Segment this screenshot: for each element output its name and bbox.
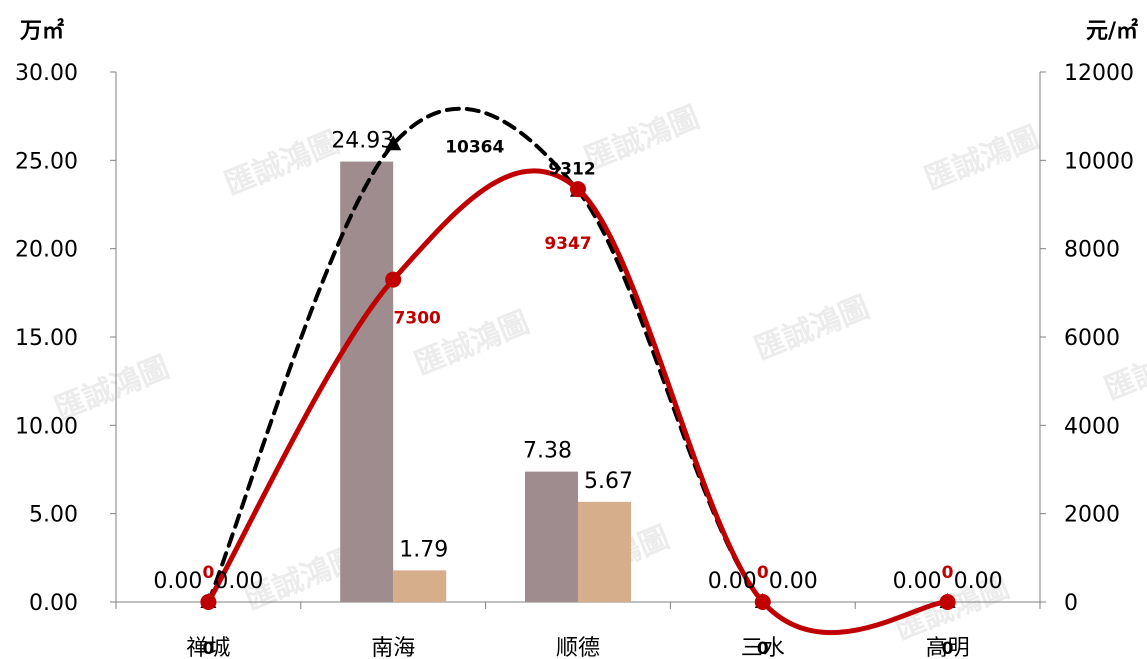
line-series	[200, 106, 956, 635]
axes: 0.00 5.00 10.00 15.00 20.00 25.00 30.00 0 2000 40…	[15, 61, 1134, 659]
category-label: 顺德	[556, 636, 600, 659]
data-labels: 0.00 24.93 7.38 0.00 0.00 0.00 1.79 5.67 0.00 0.0…	[153, 129, 1002, 659]
bar-value-label: 0.00	[214, 569, 263, 594]
left-axis-unit: 万㎡	[19, 18, 64, 44]
line-value-label: 0	[757, 639, 769, 659]
bar	[393, 570, 447, 602]
bar	[340, 161, 394, 602]
category-label: 南海	[371, 636, 415, 659]
circle-marker	[200, 594, 217, 610]
bar-value-label: 0.00	[893, 569, 942, 594]
line-value-label: 0	[942, 639, 954, 659]
bar-value-label: 0.00	[954, 569, 1003, 594]
line-value-label: 10364	[445, 137, 504, 157]
category-label: 三水	[741, 636, 785, 659]
right-tick-label: 10000	[1064, 149, 1134, 174]
watermark-text: 匯誠鴻圖	[920, 120, 1044, 197]
circle-marker	[385, 271, 402, 288]
line-value-label: 0	[202, 639, 214, 659]
line-value-label: 9347	[544, 234, 591, 254]
left-tick-label: 5.00	[29, 503, 78, 528]
bar-value-label: 7.38	[523, 439, 572, 464]
watermark-text: 匯誠鴻圖	[220, 125, 344, 202]
line-value-label: 0	[942, 563, 954, 583]
line-value-label: 0	[202, 563, 214, 583]
line-value-label: 0	[757, 563, 769, 583]
category-label: 高明	[926, 636, 970, 659]
left-tick-label: 20.00	[15, 238, 78, 263]
right-tick-label: 8000	[1064, 238, 1120, 263]
bar-value-label: 0.00	[769, 569, 818, 594]
triangle-marker	[385, 135, 402, 151]
bar	[578, 501, 631, 602]
left-tick-label: 0.00	[29, 591, 78, 616]
circle-marker	[754, 594, 771, 610]
bar-value-label: 0.00	[708, 569, 757, 594]
left-tick-label: 25.00	[15, 149, 78, 174]
left-tick-label: 15.00	[15, 326, 78, 351]
bar	[525, 471, 578, 602]
bar-value-label: 5.67	[584, 469, 633, 494]
right-tick-label: 12000	[1064, 61, 1134, 86]
circle-marker	[939, 594, 956, 610]
left-tick-label: 30.00	[15, 61, 78, 86]
watermark-text: 匯誠鴻圖	[580, 100, 704, 177]
line-value-label: 7300	[394, 309, 441, 329]
left-tick-label: 10.00	[15, 414, 78, 439]
bar-value-label: 1.79	[399, 537, 448, 562]
right-tick-label: 0	[1064, 591, 1078, 616]
bar-series	[340, 161, 631, 602]
bar-value-label: 0.00	[153, 569, 202, 594]
right-tick-label: 2000	[1064, 503, 1120, 528]
right-tick-label: 6000	[1064, 326, 1120, 351]
line-value-label: 9312	[548, 160, 595, 180]
right-axis-unit: 元/㎡	[1086, 18, 1138, 44]
watermark-text: 匯誠鴻圖	[750, 290, 874, 367]
circle-marker	[570, 181, 586, 198]
category-label: 禅城	[186, 636, 230, 659]
bar-value-label: 24.93	[331, 129, 394, 154]
right-tick-label: 4000	[1064, 414, 1120, 439]
